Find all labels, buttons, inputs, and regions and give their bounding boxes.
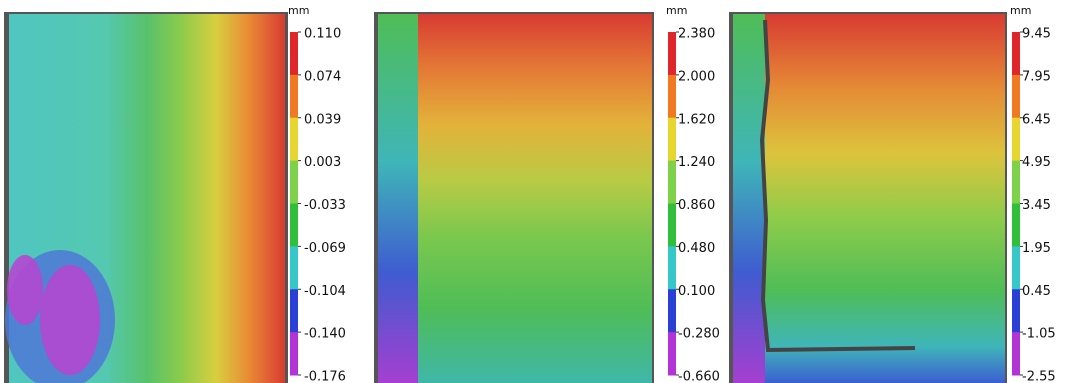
colorbar-segment <box>290 74 298 119</box>
colorbar-label: 2.000 <box>678 69 715 84</box>
colorbar-segment <box>290 32 298 76</box>
colorbar-segment <box>1012 332 1020 376</box>
colorbar-label: 3.45 <box>1022 198 1051 213</box>
colorbar-segment <box>1012 32 1020 76</box>
contour-region <box>378 14 418 383</box>
contour-map <box>733 14 1005 383</box>
colorbar-label: -0.069 <box>304 241 346 256</box>
colorbar-segment <box>1012 160 1020 204</box>
colorbar-segment <box>668 74 676 119</box>
colorbar-segment <box>1012 74 1020 119</box>
colorbar-label: 9.45 <box>1022 27 1051 42</box>
unit-label: mm <box>1010 4 1031 17</box>
colorbar-segment <box>290 117 298 162</box>
colorbar-label: 0.110 <box>304 27 341 42</box>
colorbar-label: 0.003 <box>304 155 341 170</box>
contour-region <box>733 14 765 383</box>
colorbar-segment <box>668 246 676 290</box>
colorbar-label: 0.45 <box>1022 284 1051 299</box>
colorbar-segment <box>1012 246 1020 290</box>
colorbar-segment <box>668 160 676 204</box>
colorbar-segment <box>290 289 298 333</box>
colorbar-label: -0.176 <box>304 370 346 383</box>
colorbar-label: -2.55 <box>1022 370 1056 383</box>
colorbar-label: 7.95 <box>1022 69 1051 84</box>
colorbar-label: 1.620 <box>678 112 715 127</box>
contour-region <box>40 265 100 375</box>
crack <box>759 19 916 353</box>
colorbar-label: 6.45 <box>1022 112 1051 127</box>
unit-label: mm <box>666 4 687 17</box>
contour-region <box>7 255 43 325</box>
colorbar-label: 0.100 <box>678 284 715 299</box>
colorbar-segment <box>1012 203 1020 247</box>
colorbar-label: 0.860 <box>678 198 715 213</box>
colorbar-label: -0.660 <box>678 370 720 383</box>
colorbar-segment <box>668 289 676 333</box>
colorbar-label: -0.140 <box>304 327 346 342</box>
contour-map <box>378 14 652 383</box>
colorbar-label: 2.380 <box>678 27 715 42</box>
colorbar-label: 4.95 <box>1022 155 1051 170</box>
colorbar-label: -1.05 <box>1022 327 1056 342</box>
colorbar-label: 1.95 <box>1022 241 1051 256</box>
colorbar-segment <box>290 160 298 204</box>
colorbar-segment <box>668 117 676 162</box>
colorbar-segment <box>668 203 676 247</box>
colorbar-label: 0.074 <box>304 69 341 84</box>
colorbar-label: 0.039 <box>304 112 341 127</box>
unit-label: mm <box>288 4 309 17</box>
colorbar-label: -0.104 <box>304 284 346 299</box>
colorbar-label: -0.280 <box>678 327 720 342</box>
colorbar-segment <box>1012 289 1020 333</box>
colorbar-label: -0.033 <box>304 198 346 213</box>
colorbar-label: 1.240 <box>678 155 715 170</box>
colorbar-label: 0.480 <box>678 241 715 256</box>
colorbar-segment <box>290 332 298 376</box>
colorbar-segment <box>668 32 676 76</box>
colorbar-segment <box>1012 117 1020 162</box>
colorbar-segment <box>668 332 676 376</box>
colorbar-segment <box>290 203 298 247</box>
colorbar-segment <box>290 246 298 290</box>
